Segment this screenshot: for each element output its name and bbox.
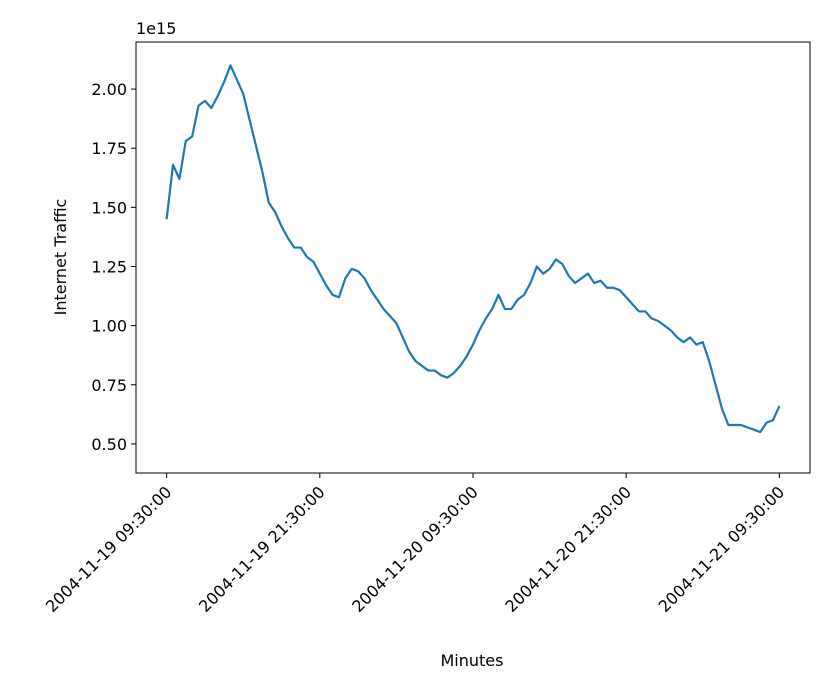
plot-frame [135,41,811,474]
x-tick-label: 2004-11-20 09:30:00 [348,482,482,616]
y-tick-label: 0.50 [91,435,127,454]
y-tick-label: 0.75 [91,376,127,395]
x-tick-label: 2004-11-19 09:30:00 [42,482,176,616]
line [165,64,781,434]
x-tick-label: 2004-11-21 09:30:00 [655,482,789,616]
x-tick-label: 2004-11-20 21:30:00 [501,482,635,616]
y-tick-label: 2.00 [91,80,127,99]
y-tick-label: 1.25 [91,257,127,276]
y-axis-label: Internet Traffic [51,199,70,316]
y-tick-label: 1.50 [91,198,127,217]
y-tick-label: 1.75 [91,139,127,158]
x-tick-label: 2004-11-19 21:30:00 [195,482,329,616]
x-axis-label: Minutes [441,651,504,670]
y-offset-label: 1e15 [136,19,176,38]
y-tick-label: 1.00 [91,317,127,336]
